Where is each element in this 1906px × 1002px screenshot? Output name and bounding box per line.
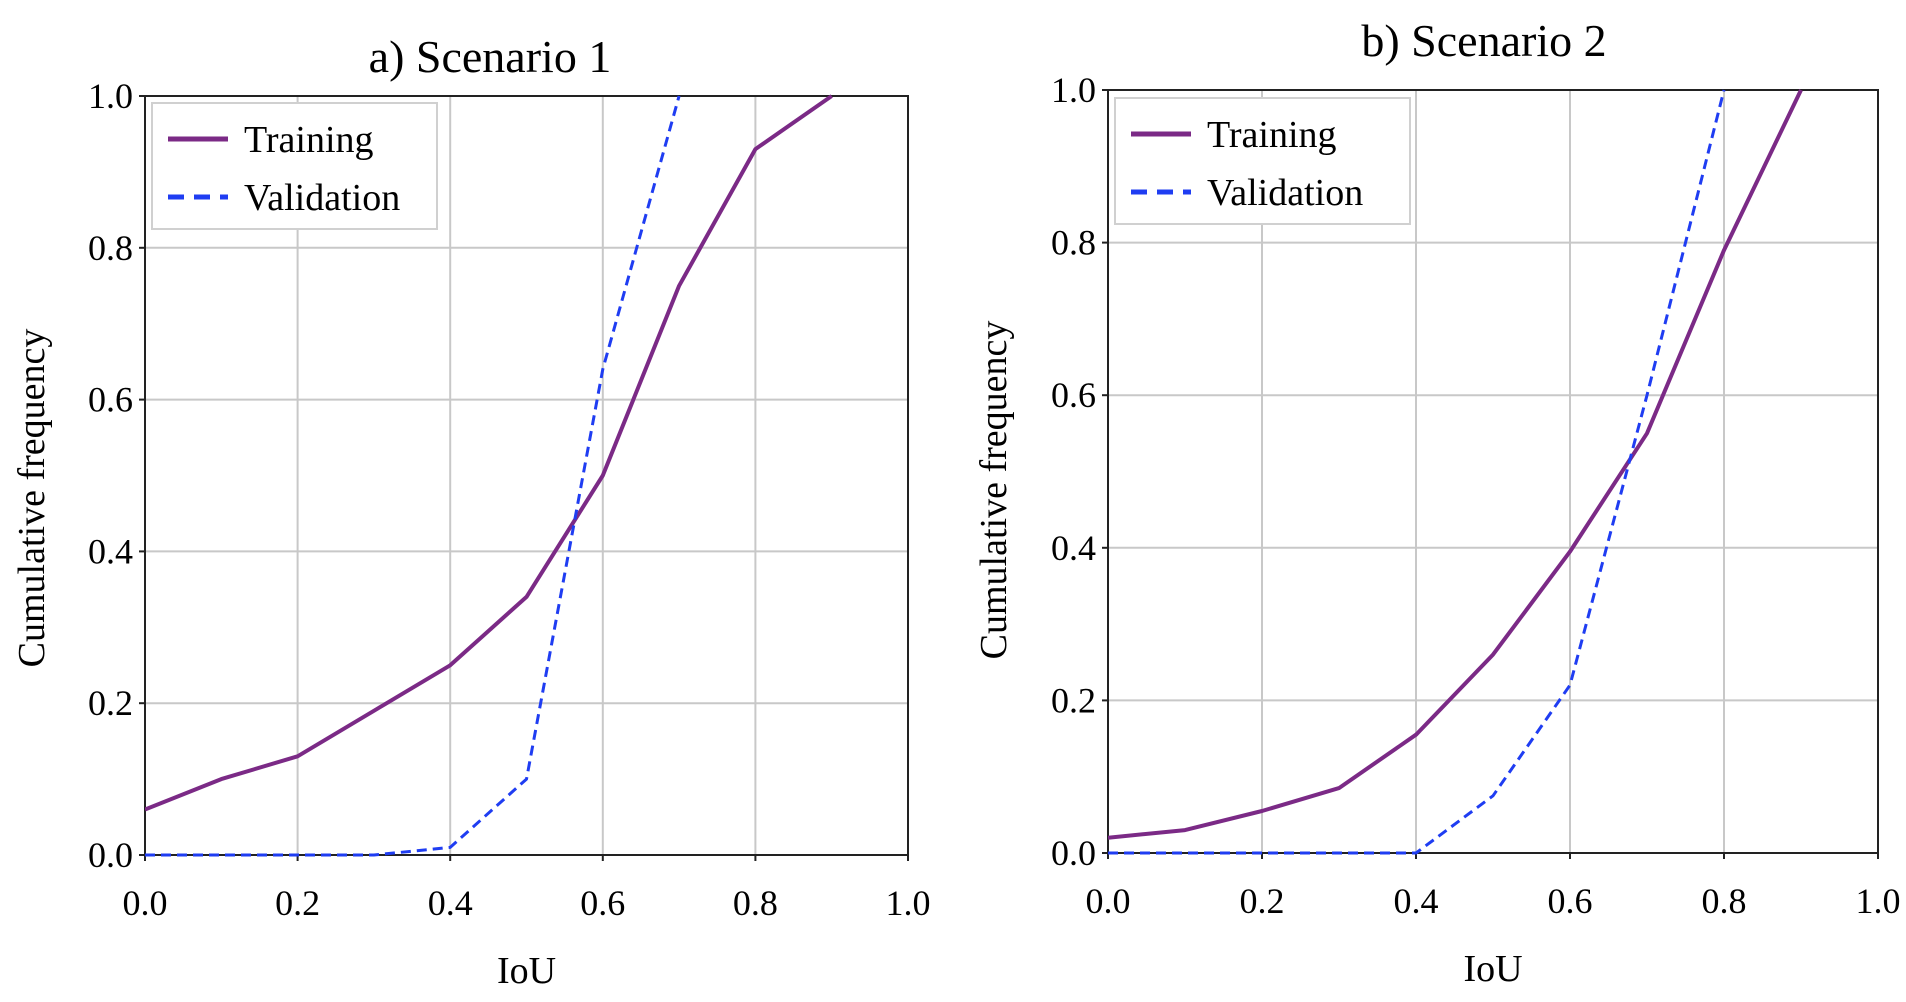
plot-frame — [144, 95, 909, 856]
x-tick-label: 1.0 — [886, 883, 931, 923]
legend-box — [1114, 97, 1411, 225]
legend-label-validation: Validation — [1207, 172, 1363, 214]
x-tick-label: 1.0 — [1856, 881, 1901, 921]
x-tick-label: 0.0 — [123, 883, 168, 923]
plot-frame — [1107, 89, 1879, 854]
gridlines — [144, 95, 909, 856]
chart-title: a) Scenario 1 — [369, 31, 612, 82]
x-tick-label: 0.8 — [733, 883, 778, 923]
series-line-validation — [1108, 89, 1726, 855]
y-tick-label: 1.0 — [1051, 70, 1096, 110]
x-tick-label: 0.6 — [1548, 881, 1593, 921]
legend-label-validation: Validation — [244, 177, 400, 219]
x-axis-label: IoU — [1463, 948, 1522, 990]
series-group — [145, 94, 833, 857]
series-line-training — [145, 94, 833, 812]
legend-box — [151, 102, 438, 230]
y-tick-label: 0.6 — [1051, 375, 1096, 415]
y-axis-label: Cumulative frequency — [11, 329, 53, 668]
y-tick-label: 0.4 — [1051, 528, 1096, 568]
legend: Training Validation — [151, 102, 438, 230]
x-tick-label: 0.4 — [1394, 881, 1439, 921]
y-tick-label: 0.8 — [1051, 223, 1096, 263]
series-group — [1108, 89, 1803, 855]
series-line-training — [1108, 89, 1803, 840]
chart-title: b) Scenario 2 — [1361, 15, 1606, 66]
chart-panel-2: 0.0 0.2 0.4 0.6 0.8 1.0 0.0 0.2 0.4 0.6 0.8 1.0 IoU C… — [973, 15, 1901, 990]
y-tick-label: 0.2 — [88, 683, 133, 723]
x-tick-label: 0.0 — [1086, 881, 1131, 921]
x-tick-label: 0.4 — [428, 883, 473, 923]
x-tick-label: 0.2 — [1240, 881, 1285, 921]
y-tick-label: 0.2 — [1051, 680, 1096, 720]
y-axis-label: Cumulative frequency — [973, 321, 1015, 660]
legend-label-training: Training — [244, 119, 374, 161]
chart-panel-1: 0.0 0.2 0.4 0.6 0.8 1.0 0.0 0.2 0.4 0.6 0.8 1.0 IoU C… — [11, 31, 931, 992]
y-tick-label: 0.0 — [88, 835, 133, 875]
y-tick-label: 1.0 — [88, 76, 133, 116]
y-tick-label: 0.6 — [88, 380, 133, 420]
x-axis-label: IoU — [497, 950, 556, 992]
x-tick-label: 0.8 — [1702, 881, 1747, 921]
x-tick-label: 0.2 — [275, 883, 320, 923]
legend-label-training: Training — [1207, 114, 1337, 156]
y-tick-label: 0.8 — [88, 228, 133, 268]
legend: Training Validation — [1114, 97, 1411, 225]
x-tick-label: 0.6 — [580, 883, 625, 923]
y-tick-label: 0.4 — [88, 531, 133, 571]
y-tick-label: 0.0 — [1051, 833, 1096, 873]
series-line-validation — [145, 95, 681, 857]
